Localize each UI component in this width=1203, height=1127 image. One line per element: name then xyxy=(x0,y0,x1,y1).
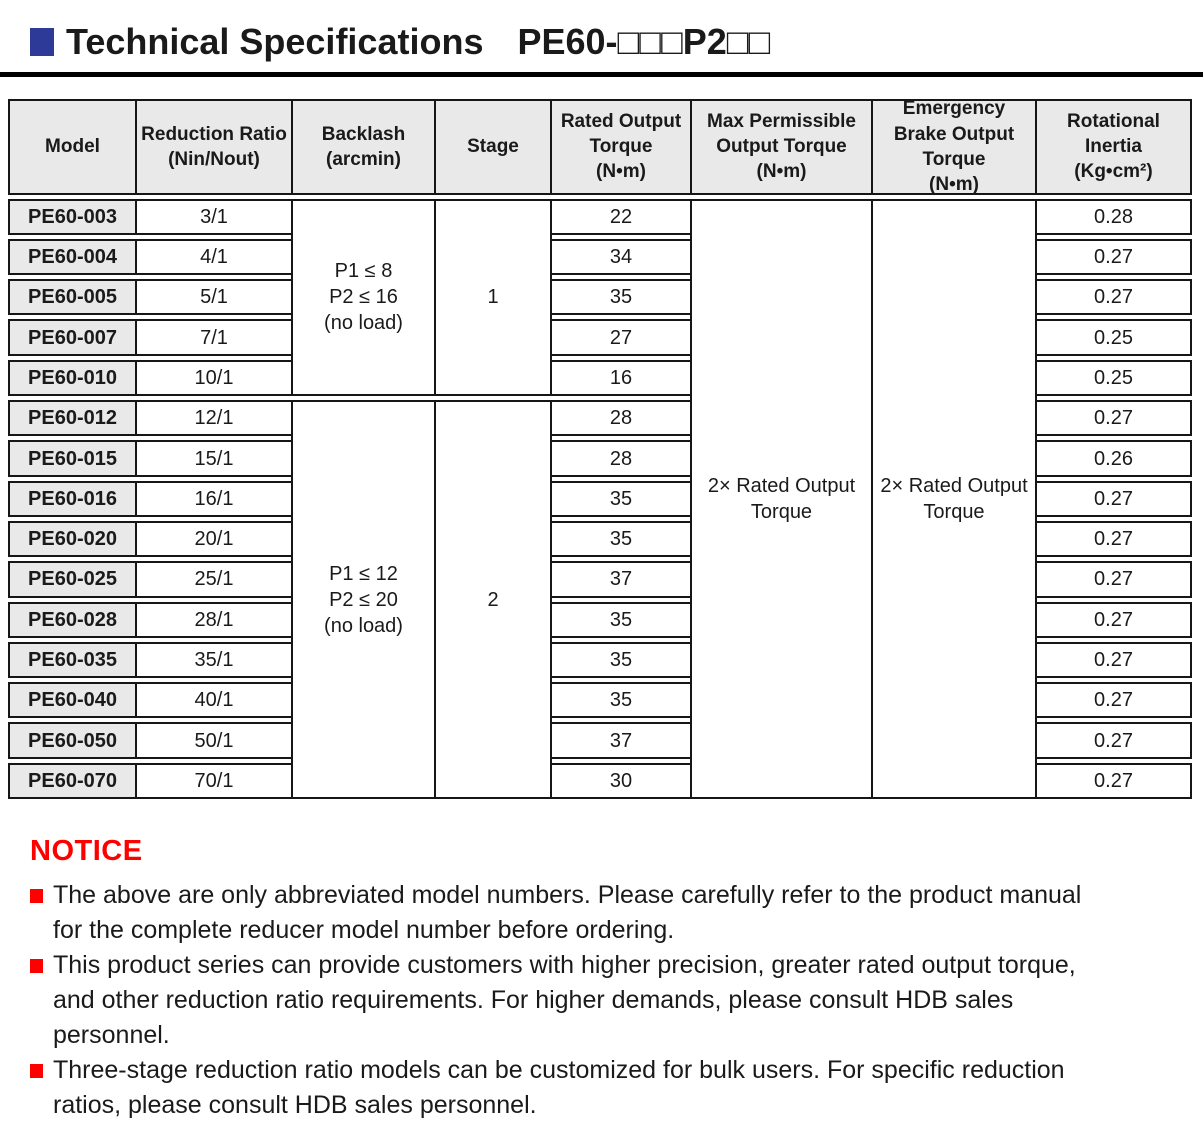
model-cell: PE60-035 xyxy=(8,641,137,679)
ratio-cell: 20/1 xyxy=(135,520,293,558)
inertia-cell: 0.27 xyxy=(1035,480,1192,517)
torque-cell: 16 xyxy=(550,359,692,397)
ratio-cell: 5/1 xyxy=(135,279,293,316)
header-cell: Max Permissible Output Torque (N•m) xyxy=(690,98,873,195)
model-cell: PE60-040 xyxy=(8,682,137,719)
torque-cell: 30 xyxy=(550,762,692,800)
ratio-cell: 25/1 xyxy=(135,561,293,598)
model-cell: PE60-016 xyxy=(8,480,137,517)
torque-cell: 37 xyxy=(550,561,692,598)
bullet-square-icon xyxy=(30,959,43,974)
inertia-cell: 0.27 xyxy=(1035,400,1192,437)
bullet-square-icon xyxy=(30,889,43,904)
ratio-cell: 70/1 xyxy=(135,762,293,800)
ratio-cell: 12/1 xyxy=(135,400,293,437)
ratio-cell: 10/1 xyxy=(135,359,293,397)
notice-item-text: The above are only abbreviated model num… xyxy=(53,881,1082,945)
torque-cell: 34 xyxy=(550,238,692,276)
ratio-cell: 3/1 xyxy=(135,198,293,235)
model-cell: PE60-007 xyxy=(8,319,137,356)
model-cell: PE60-010 xyxy=(8,359,137,397)
ratio-cell: 28/1 xyxy=(135,601,293,638)
stage-cell: 2 xyxy=(434,400,552,800)
inertia-cell: 0.25 xyxy=(1035,359,1192,397)
torque-cell: 22 xyxy=(550,198,692,235)
inertia-cell: 0.27 xyxy=(1035,762,1192,800)
model-cell: PE60-003 xyxy=(8,198,137,235)
inertia-cell: 0.28 xyxy=(1035,198,1192,235)
inertia-cell: 0.27 xyxy=(1035,682,1192,719)
inertia-cell: 0.26 xyxy=(1035,440,1192,477)
section-marker-icon xyxy=(30,27,54,56)
model-cell: PE60-050 xyxy=(8,722,137,759)
model-cell: PE60-012 xyxy=(8,400,137,437)
notice-item-text: Three-stage reduction ratio models can b… xyxy=(53,1056,1065,1120)
header-cell: Emergency Brake Output Torque (N•m) xyxy=(871,98,1037,195)
model-cell: PE60-028 xyxy=(8,601,137,638)
page-title-text: Technical Specifications xyxy=(66,21,484,62)
ratio-cell: 35/1 xyxy=(135,641,293,679)
header-cell: Rotational Inertia (Kg•cm²) xyxy=(1035,98,1192,195)
header-cell: Stage xyxy=(434,98,552,195)
notice-item-text: This product series can provide customer… xyxy=(53,951,1076,1050)
torque-cell: 35 xyxy=(550,520,692,558)
inertia-cell: 0.27 xyxy=(1035,641,1192,679)
max-permissible-cell: 2× Rated Output Torque xyxy=(690,198,873,800)
ratio-cell: 4/1 xyxy=(135,238,293,276)
ratio-cell: 16/1 xyxy=(135,480,293,517)
notice-section: NOTICE The above are only abbreviated mo… xyxy=(30,835,1167,1123)
header-cell: Rated Output Torque (N•m) xyxy=(550,98,692,195)
ratio-cell: 15/1 xyxy=(135,440,293,477)
torque-cell: 37 xyxy=(550,722,692,759)
emergency-brake-cell: 2× Rated Output Torque xyxy=(871,198,1037,800)
model-cell: PE60-020 xyxy=(8,520,137,558)
torque-cell: 35 xyxy=(550,279,692,316)
header-cell: Reduction Ratio (Nin/Nout) xyxy=(135,98,293,195)
page-title: Technical Specifications PE60-□□□P2□□ xyxy=(66,22,770,62)
notice-heading: NOTICE xyxy=(30,835,143,868)
model-cell: PE60-005 xyxy=(8,279,137,316)
notice-item: Three-stage reduction ratio models can b… xyxy=(30,1053,1090,1123)
bullet-square-icon xyxy=(30,1064,43,1079)
model-cell: PE60-015 xyxy=(8,440,137,477)
torque-cell: 28 xyxy=(550,400,692,437)
stage-cell: 1 xyxy=(434,198,552,397)
backlash-cell: P1 ≤ 12 P2 ≤ 20 (no load) xyxy=(291,400,436,800)
torque-cell: 27 xyxy=(550,319,692,356)
inertia-cell: 0.27 xyxy=(1035,520,1192,558)
inertia-cell: 0.27 xyxy=(1035,561,1192,598)
inertia-cell: 0.27 xyxy=(1035,601,1192,638)
torque-cell: 35 xyxy=(550,641,692,679)
torque-cell: 35 xyxy=(550,601,692,638)
spec-table: Model Reduction Ratio (Nin/Nout) Backlash … xyxy=(8,98,1192,800)
inertia-cell: 0.27 xyxy=(1035,279,1192,316)
header-cell: Backlash (arcmin) xyxy=(291,98,436,195)
ratio-cell: 40/1 xyxy=(135,682,293,719)
model-code: PE60-□□□P2□□ xyxy=(517,21,771,62)
model-cell: PE60-025 xyxy=(8,561,137,598)
model-cell: PE60-004 xyxy=(8,238,137,276)
header-cell: Model xyxy=(8,98,137,195)
ratio-cell: 7/1 xyxy=(135,319,293,356)
torque-cell: 35 xyxy=(550,480,692,517)
inertia-cell: 0.25 xyxy=(1035,319,1192,356)
notice-item: This product series can provide customer… xyxy=(30,948,1090,1053)
torque-cell: 35 xyxy=(550,682,692,719)
model-cell: PE60-070 xyxy=(8,762,137,800)
backlash-cell: P1 ≤ 8 P2 ≤ 16 (no load) xyxy=(291,198,436,397)
page-header: Technical Specifications PE60-□□□P2□□ xyxy=(0,0,1203,77)
notice-item: The above are only abbreviated model num… xyxy=(30,878,1090,948)
torque-cell: 28 xyxy=(550,440,692,477)
ratio-cell: 50/1 xyxy=(135,722,293,759)
inertia-cell: 0.27 xyxy=(1035,238,1192,276)
inertia-cell: 0.27 xyxy=(1035,722,1192,759)
